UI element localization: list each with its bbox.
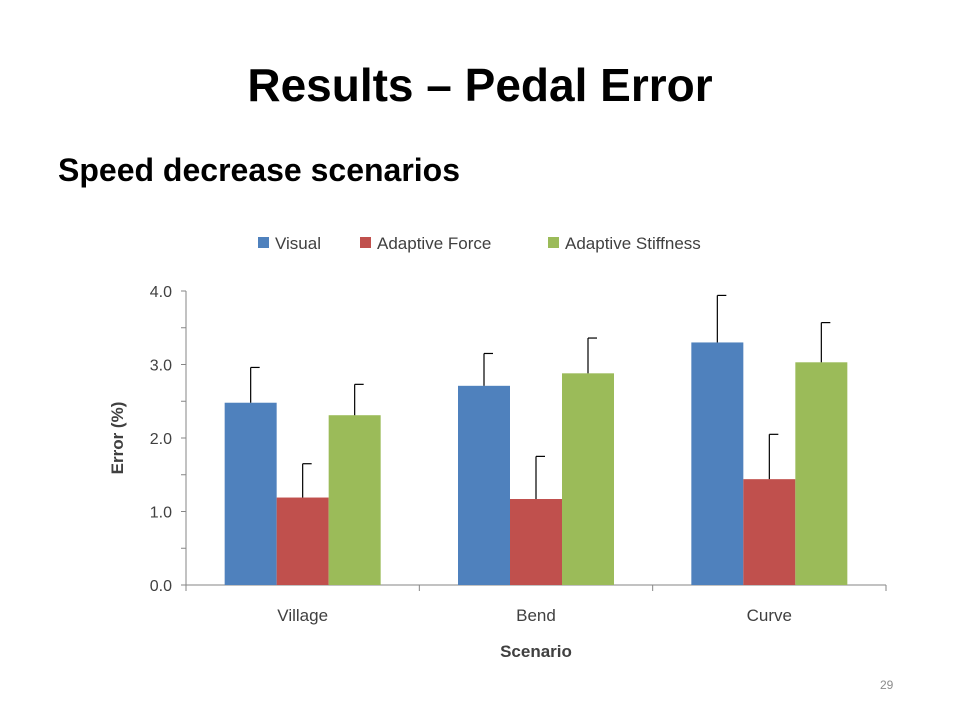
bar	[328, 415, 381, 585]
bar	[562, 373, 614, 585]
slide-title: Results – Pedal Error	[247, 59, 713, 111]
error-bars	[250, 294, 831, 500]
x-tick-label: Bend	[516, 606, 556, 625]
bar	[458, 385, 510, 585]
x-axis-label: Scenario	[500, 642, 572, 661]
x-tick-label: Village	[277, 606, 328, 625]
bar	[510, 499, 562, 585]
legend-swatch	[548, 237, 559, 248]
y-tick-label: 2.0	[150, 431, 172, 448]
y-tick-label: 0.0	[150, 578, 172, 595]
bar	[276, 497, 329, 585]
legend-label: Adaptive Force	[377, 234, 491, 253]
bars	[224, 342, 848, 585]
chart-legend: Visual Adaptive Force Adaptive Stiffness	[258, 234, 701, 253]
bar	[795, 362, 848, 585]
legend-label: Visual	[275, 234, 321, 253]
page-number: 29	[880, 678, 894, 692]
legend-swatch	[258, 237, 269, 248]
y-axis-label: Error (%)	[108, 402, 127, 475]
x-tick-label: Curve	[747, 606, 792, 625]
y-tick-label: 1.0	[150, 505, 172, 522]
legend-swatch	[360, 237, 371, 248]
bar	[224, 402, 277, 585]
bar	[743, 479, 796, 585]
bar	[691, 342, 744, 585]
legend-label: Adaptive Stiffness	[565, 234, 701, 253]
y-axis: 0.0 1.0 2.0 3.0 4.0	[150, 284, 187, 595]
y-tick-label: 3.0	[150, 358, 172, 375]
y-tick-label: 4.0	[150, 284, 172, 301]
slide-subtitle: Speed decrease scenarios	[58, 152, 461, 188]
x-axis: Village Bend Curve	[185, 584, 887, 625]
